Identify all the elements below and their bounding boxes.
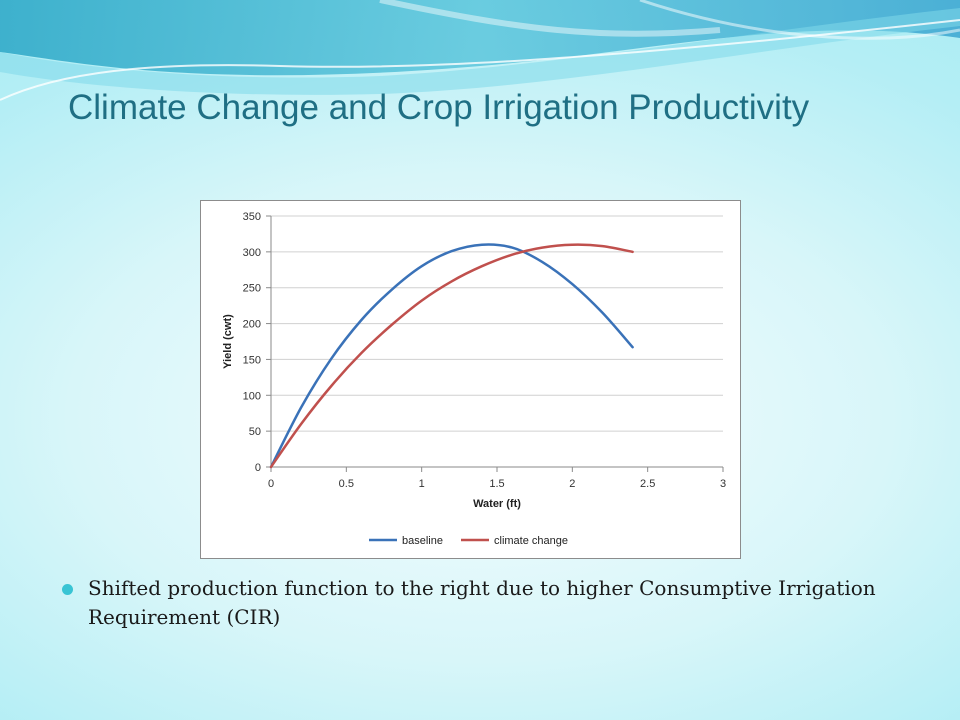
decorative-wave-band <box>0 0 960 101</box>
slide-title: Climate Change and Crop Irrigation Produ… <box>68 88 810 127</box>
y-tick-label: 100 <box>243 390 261 402</box>
y-tick-label: 250 <box>243 283 261 295</box>
x-tick-label: 0 <box>268 478 274 490</box>
x-tick-label: 1 <box>419 478 425 490</box>
x-tick-label: 1.5 <box>489 478 504 490</box>
y-tick-label: 150 <box>243 354 261 366</box>
x-tick-label: 3 <box>720 478 726 490</box>
y-tick-label: 350 <box>243 211 261 223</box>
bullet-text: Shifted production function to the right… <box>88 576 876 629</box>
y-tick-label: 50 <box>249 426 261 438</box>
y-tick-label: 300 <box>243 247 261 259</box>
x-tick-label: 2 <box>569 478 575 490</box>
legend-label: baseline <box>402 535 443 547</box>
series-line-climate-change <box>269 243 634 469</box>
series-line-baseline <box>269 243 634 469</box>
x-tick-label: 2.5 <box>640 478 655 490</box>
legend-label: climate change <box>494 535 568 547</box>
yield-water-chart: 0 50 100 150 200 250 300 350 0 0.5 1 1.5 2 2.5 3 Water … <box>222 211 726 547</box>
y-tick-label: 0 <box>255 462 261 474</box>
x-axis-title: Water (ft) <box>473 498 521 510</box>
bullet-dot-icon <box>62 584 73 595</box>
chart-panel: 0 50 100 150 200 250 300 350 0 0.5 1 1.5 2 2.5 3 Water … <box>200 200 741 559</box>
y-axis-title: Yield (cwt) <box>222 314 234 369</box>
y-tick-label: 200 <box>243 319 261 331</box>
x-tick-label: 0.5 <box>339 478 354 490</box>
